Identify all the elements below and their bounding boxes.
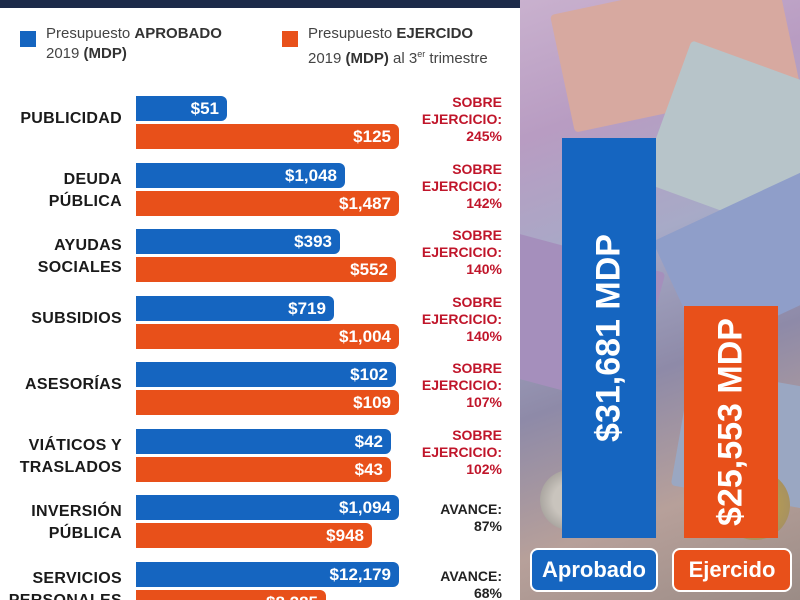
total-approved-bar: $31,681 MDP (562, 138, 656, 538)
bar-value-label: $109 (353, 393, 391, 412)
bar-value-label: $8,285 (266, 590, 318, 600)
bar-exercised: $8,285 (136, 589, 326, 600)
total-exercised-tag: Ejercido (672, 548, 792, 592)
bar-approved: $102 (136, 362, 396, 387)
bar-value-label: $552 (350, 260, 388, 279)
category-label: PUBLICIDAD (20, 110, 122, 127)
bar-value-label: $102 (350, 365, 388, 384)
variance-note: SOBRE EJERCICIO: 102% (421, 426, 502, 477)
variance-note: SOBRE EJERCICIO: 140% (421, 227, 502, 277)
bar-value-label: $393 (294, 232, 332, 251)
bar-value-label: $12,179 (329, 564, 391, 584)
bar-approved: $1,048 (136, 162, 345, 188)
bar-approved: $393 (136, 229, 340, 254)
bar-value-label: $125 (353, 127, 391, 146)
variance-note: AVANCE: 68% (440, 567, 502, 600)
variance-note: SOBRE EJERCICIO: 140% (421, 293, 502, 344)
total-exercised-value: $25,553 MDP (711, 318, 750, 526)
variance-note: SOBRE EJERCICIO: 107% (421, 360, 502, 410)
bar-exercised: $552 (136, 257, 396, 282)
bar-approved: $1,094 (136, 495, 399, 520)
category-label: SUBSIDIOS (31, 309, 122, 327)
bar-value-label: $948 (326, 526, 364, 545)
bar-exercised: $948 (136, 523, 372, 548)
legend-label-approved: Presupuesto APROBADO 2019 (MDP) (46, 25, 222, 62)
bar-value-label: $1,487 (339, 193, 391, 213)
legend-label-exercised: Presupuesto EJERCIDO 2019 (MDP) al 3er t… (308, 25, 488, 67)
bar-value-label: $1,048 (285, 165, 337, 185)
bar-exercised: $109 (136, 390, 399, 415)
legend-swatch-exercised (282, 31, 298, 47)
total-approved-value: $31,681 MDP (589, 234, 628, 442)
bar-approved: $51 (136, 96, 227, 121)
variance-note: SOBRE EJERCICIO: 245% (421, 94, 502, 144)
category-label: INVERSIÓN PÚBLICA (31, 503, 122, 542)
category-label: ASESORÍAS (25, 376, 122, 393)
top-bar (0, 0, 800, 8)
bar-value-label: $1,094 (339, 498, 391, 517)
bar-approved: $12,179 (136, 561, 399, 587)
total-exercised-bar: $25,553 MDP (684, 306, 778, 538)
bar-exercised: $43 (136, 456, 391, 482)
bar-value-label: $1,004 (339, 326, 391, 346)
bar-value-label: $51 (190, 99, 219, 118)
bar-value-label: $43 (354, 459, 383, 479)
bar-approved: $42 (136, 428, 391, 454)
bar-value-label: $42 (354, 431, 383, 451)
bar-exercised: $1,487 (136, 190, 399, 216)
legend-exercised: Presupuesto EJERCIDO 2019 (MDP) al 3er t… (282, 24, 488, 69)
category-label: AYUDAS SOCIALES (37, 237, 122, 276)
category-label: DEUDA PÚBLICA (48, 170, 122, 210)
bar-exercised: $1,004 (136, 323, 399, 349)
total-approved-tag: Aprobado (530, 548, 658, 592)
category-label: VIÁTICOS Y TRASLADOS (19, 436, 122, 476)
bar-value-label: $719 (288, 298, 326, 318)
variance-note: SOBRE EJERCICIO: 142% (421, 160, 502, 211)
bar-exercised: $125 (136, 124, 399, 149)
legend-approved: Presupuesto APROBADO 2019 (MDP) (20, 24, 222, 64)
category-label: SERVICIOS PERSONALES (8, 569, 122, 600)
variance-note: AVANCE: 87% (440, 501, 502, 534)
legend-swatch-approved (20, 31, 36, 47)
bar-approved: $719 (136, 295, 334, 321)
